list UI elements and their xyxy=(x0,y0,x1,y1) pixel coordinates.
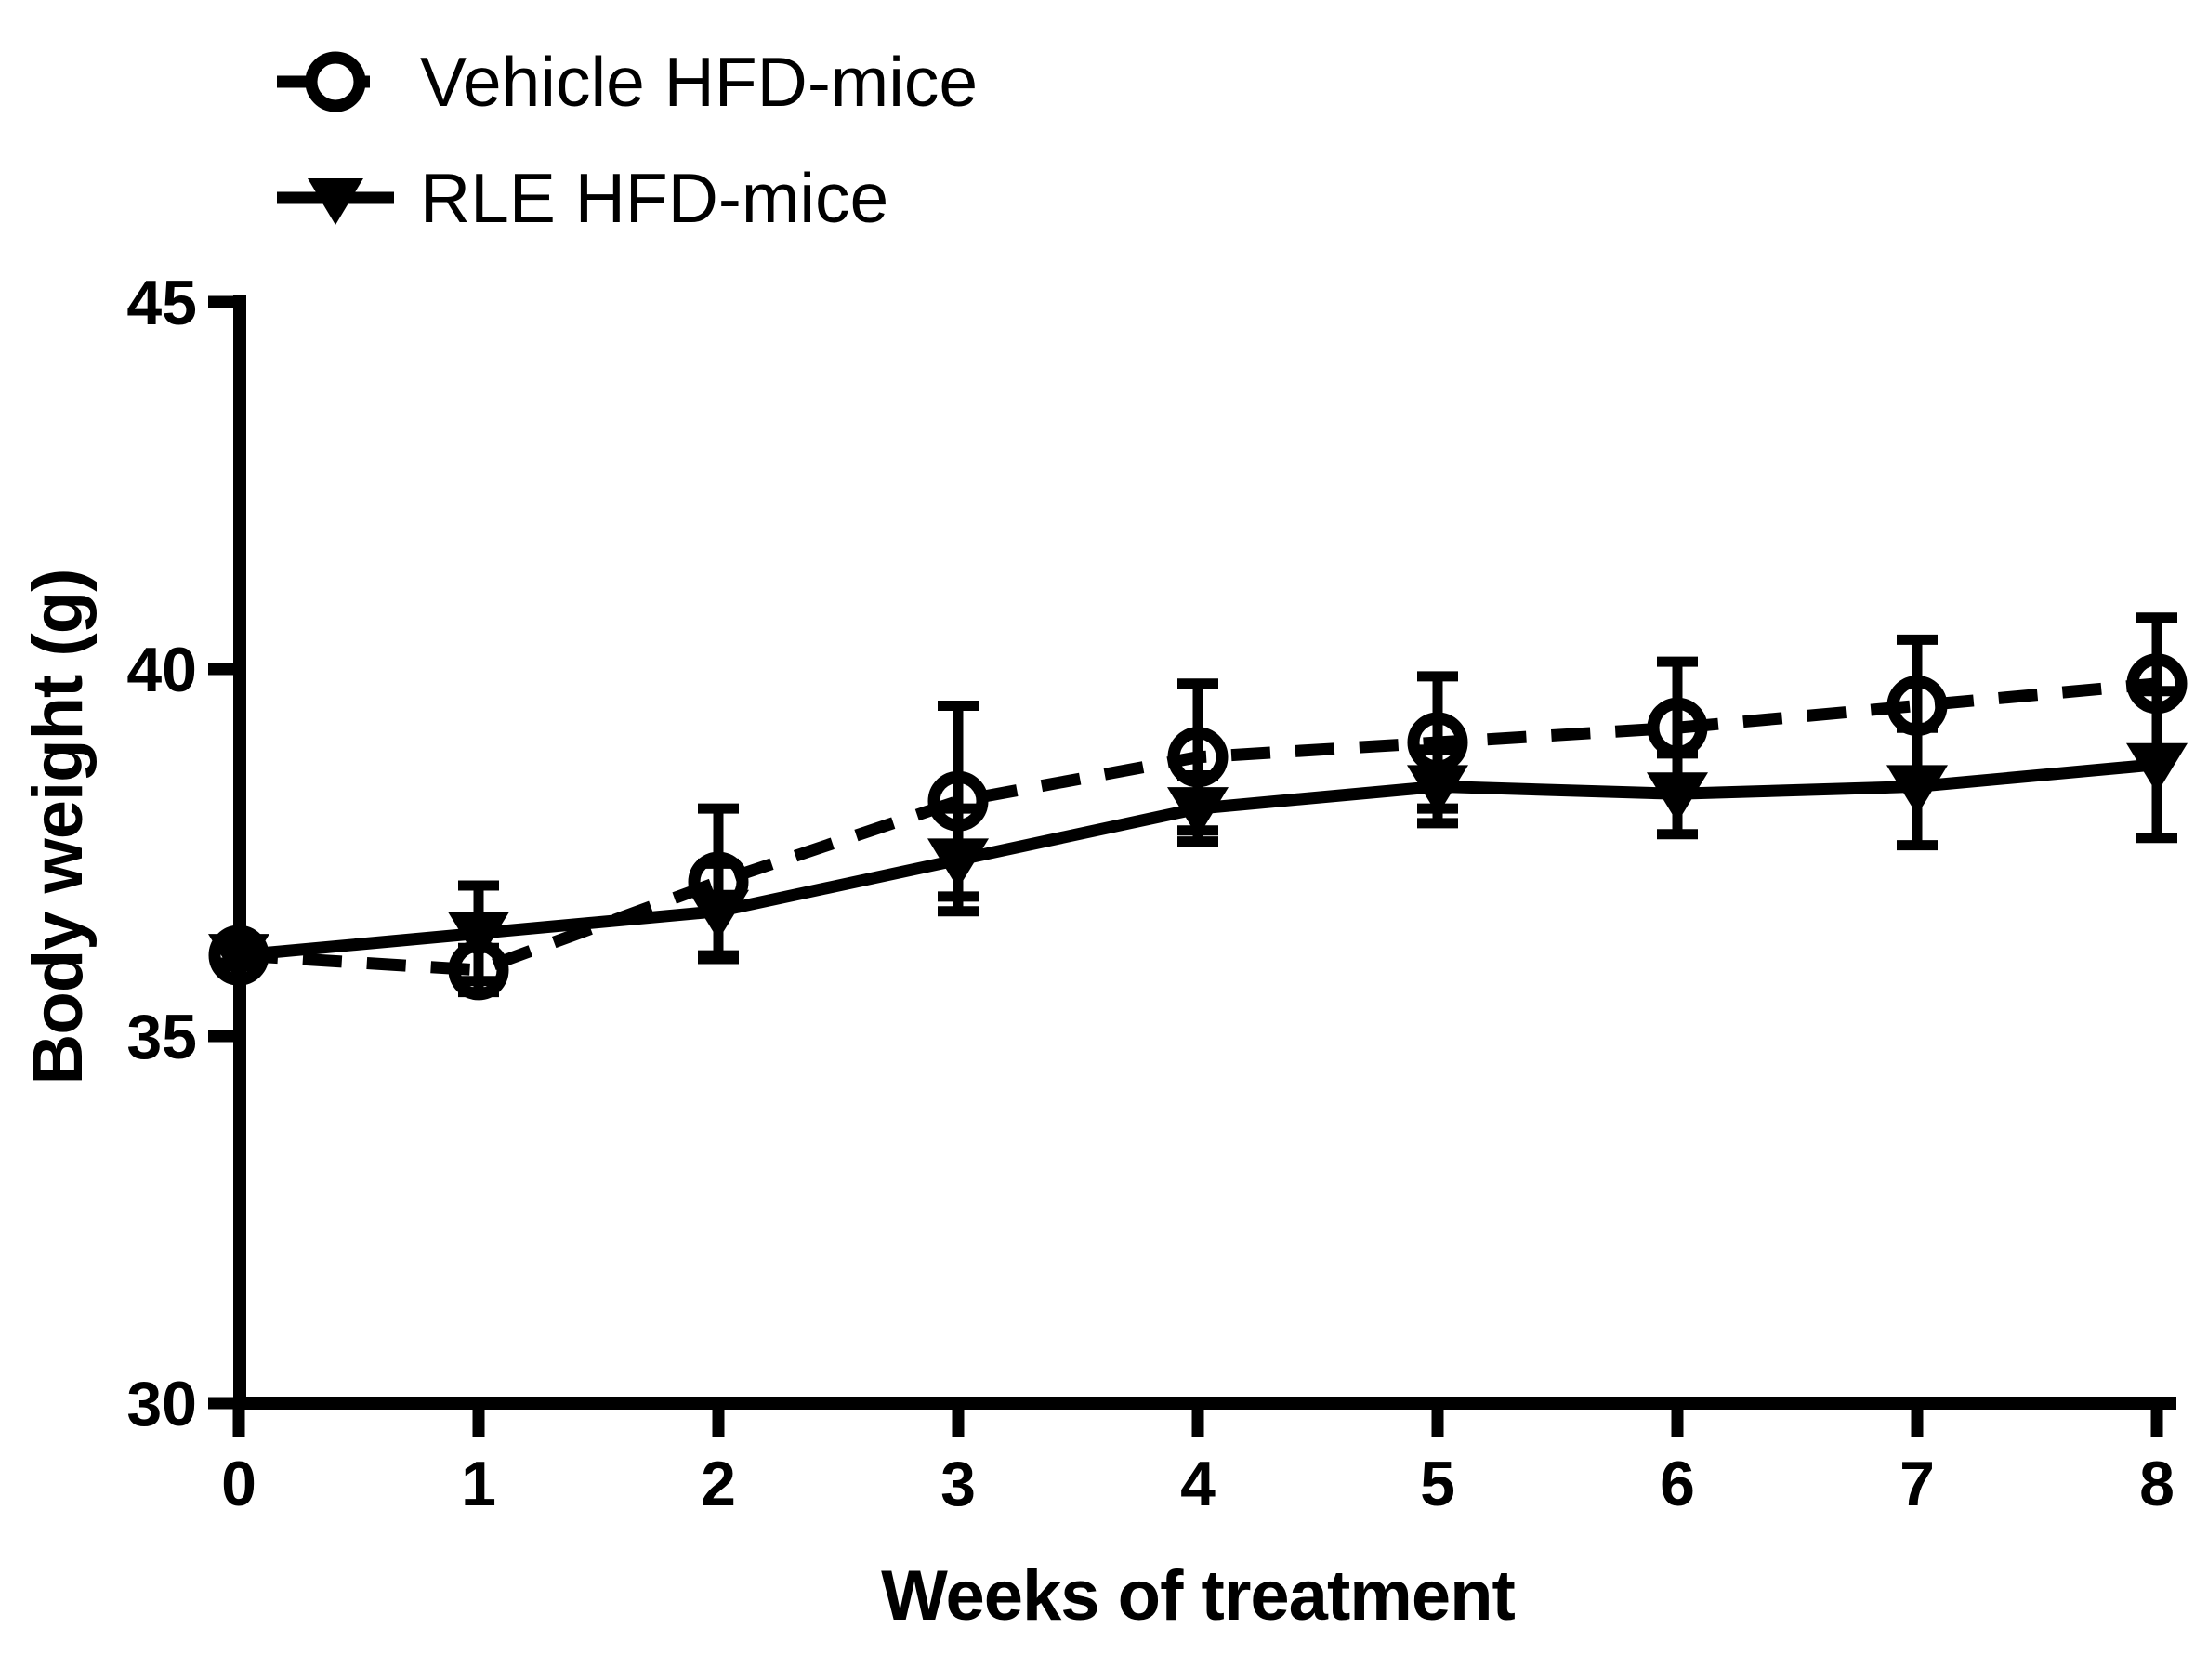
legend-label-vehicle: Vehicle HFD-mice xyxy=(420,43,978,121)
legend-open-circle-icon xyxy=(305,51,366,112)
data-point-filled-triangle xyxy=(2126,742,2188,794)
series-line-vehicle xyxy=(238,677,2158,977)
x-tick-label: 6 xyxy=(1660,1449,1695,1519)
data-point-filled-triangle xyxy=(927,838,989,889)
y-tick-label: 30 xyxy=(126,1369,197,1439)
x-tick-label: 4 xyxy=(1180,1449,1216,1519)
x-tick-label: 0 xyxy=(221,1449,256,1519)
x-tick-label: 8 xyxy=(2139,1449,2175,1519)
data-point-filled-triangle xyxy=(1647,772,1708,823)
data-point-open-circle xyxy=(927,770,989,832)
x-tick-label: 7 xyxy=(1899,1449,1935,1519)
legend-item-vehicle: Vehicle HFD-mice xyxy=(277,43,978,121)
data-point-filled-triangle xyxy=(1167,787,1229,838)
legend-label-rle: RLE HFD-mice xyxy=(420,159,888,237)
series-markers xyxy=(208,653,2188,1001)
legend-filled-triangle-icon xyxy=(308,178,363,225)
y-tick-label: 35 xyxy=(126,1002,197,1072)
data-point-open-circle xyxy=(1647,697,1708,758)
x-tick-label: 1 xyxy=(461,1449,496,1519)
data-point-filled-triangle xyxy=(208,934,269,985)
x-tick-label: 3 xyxy=(940,1449,976,1519)
y-axis-title: Body weight (g) xyxy=(19,570,98,1085)
data-point-open-circle xyxy=(1167,727,1229,788)
data-point-filled-triangle xyxy=(1886,765,1948,816)
x-tick-label: 5 xyxy=(1420,1449,1455,1519)
data-point-open-circle xyxy=(2126,653,2188,715)
tick-marks xyxy=(208,295,2163,1437)
y-tick-label: 40 xyxy=(126,635,197,705)
data-point-filled-triangle xyxy=(1407,765,1468,816)
x-axis-title: Weeks of treatment xyxy=(881,1556,1515,1635)
legend-item-rle: RLE HFD-mice xyxy=(277,159,888,237)
axes xyxy=(233,295,2176,1410)
data-point-filled-triangle xyxy=(688,889,749,940)
y-tick-label: 45 xyxy=(126,268,197,338)
data-point-open-circle xyxy=(1886,676,1948,736)
x-tick-label: 2 xyxy=(701,1449,736,1519)
data-point-filled-triangle xyxy=(448,912,509,963)
legend: Vehicle HFD-mice RLE HFD-mice xyxy=(277,43,978,237)
